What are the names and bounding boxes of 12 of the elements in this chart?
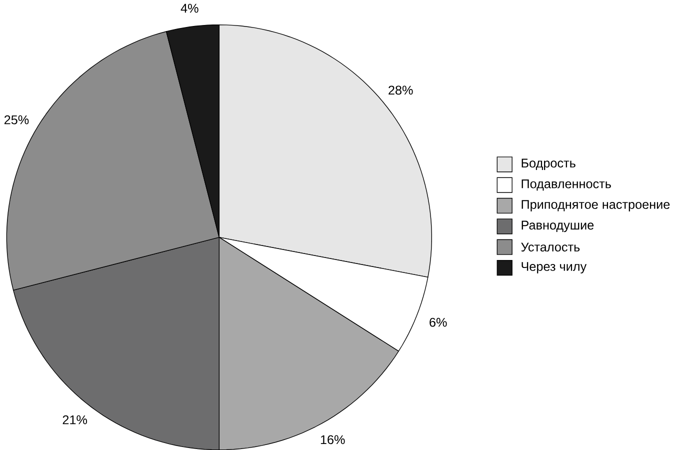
data-label: 6% — [430, 318, 447, 327]
data-label: 4% — [180, 4, 198, 13]
legend-label: Бодрость — [522, 158, 576, 170]
legend-label: Равнодушие — [522, 220, 594, 232]
legend-label: Приподнятое настроение — [522, 200, 670, 212]
legend-label: Усталость — [521, 242, 580, 252]
data-label: 16% — [320, 435, 345, 444]
data-label: 21% — [62, 415, 88, 424]
data-label: 25% — [4, 115, 29, 124]
legend-label: Через чилу — [522, 262, 587, 274]
legend-label: Подавленность — [522, 179, 611, 191]
data-label: 28% — [388, 86, 413, 95]
